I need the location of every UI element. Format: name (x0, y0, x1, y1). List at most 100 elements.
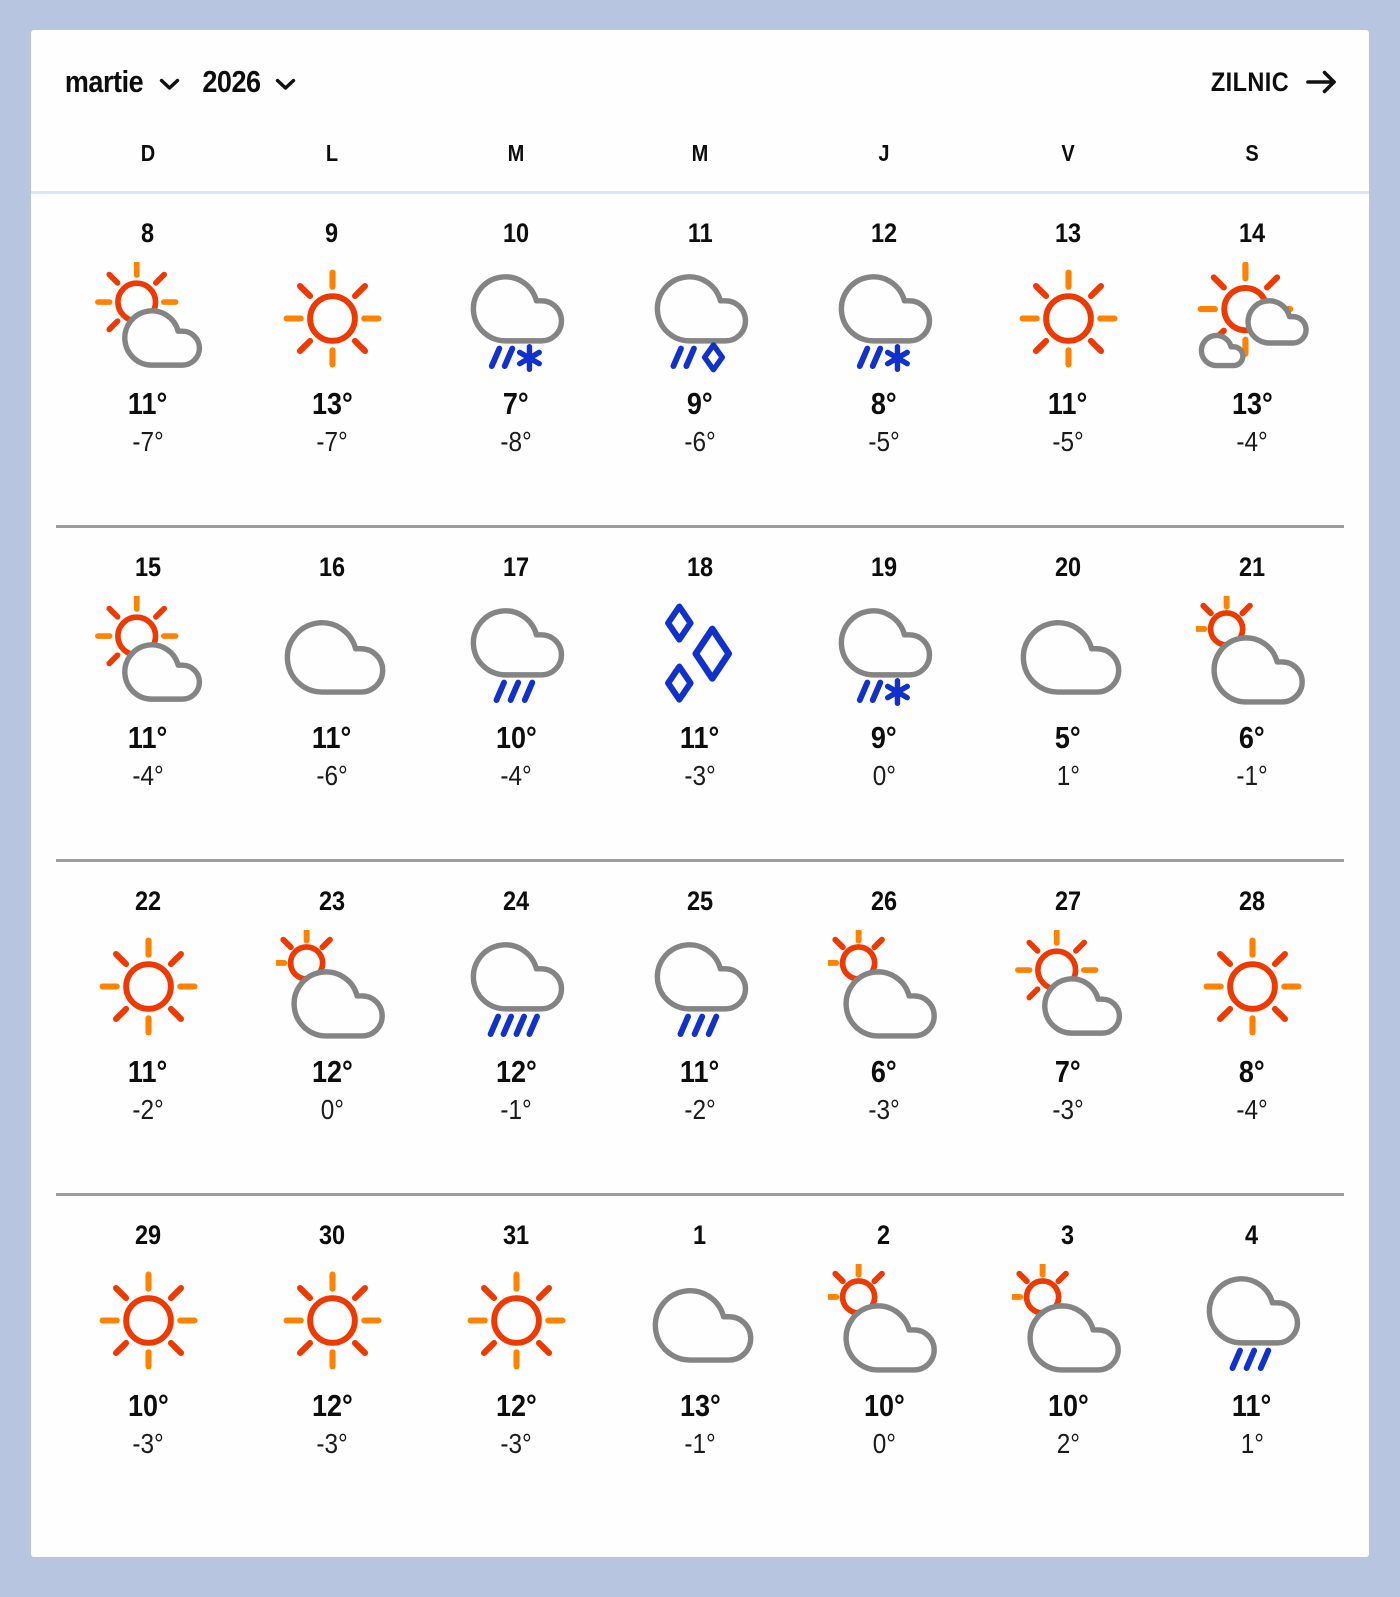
cloud-rain-snow-icon (828, 262, 941, 375)
calendar-day-cell[interactable]: 24 12° -1° (424, 862, 608, 1193)
week-row: 8 11° -7° 9 13° -7° 10 7° -8° 11 9° -6° 12 8° -5° 13 11°… (31, 194, 1369, 525)
day-number: 28 (1238, 886, 1266, 916)
high-temperature: 11° (312, 720, 352, 755)
low-temperature: -1° (500, 1094, 532, 1125)
calendar-day-cell[interactable]: 31 12° -3° (424, 1196, 608, 1527)
low-temperature: 0° (872, 1428, 896, 1459)
calendar-day-cell[interactable]: 2 10° 0° (792, 1196, 976, 1527)
high-temperature: 13° (1231, 386, 1273, 421)
calendar-day-cell[interactable]: 26 6° -3° (792, 862, 976, 1193)
calendar-day-cell[interactable]: 17 10° -4° (424, 528, 608, 859)
calendar-day-cell[interactable]: 19 9° 0° (792, 528, 976, 859)
day-number: 24 (502, 886, 530, 916)
weekday-header-row: D L M M J V S (31, 140, 1369, 194)
mostly-cloudy-icon (827, 1264, 941, 1377)
calendar-day-cell[interactable]: 11 9° -6° (608, 194, 792, 525)
high-temperature: 12° (495, 1054, 537, 1089)
low-temperature: -4° (1236, 1094, 1268, 1125)
calendar-day-cell[interactable]: 20 5° 1° (976, 528, 1160, 859)
arrow-right-icon (1305, 69, 1339, 95)
calendar-day-cell[interactable]: 1 13° -1° (608, 1196, 792, 1527)
high-temperature: 11° (128, 386, 168, 421)
calendar-day-cell[interactable]: 23 12° 0° (240, 862, 424, 1193)
high-temperature: 7° (1055, 1054, 1081, 1089)
week-row: 29 10° -3° 30 12° -3° 31 12° -3° 1 13° -1° 2 10° 0° 3 10… (31, 1196, 1369, 1527)
day-number: 10 (502, 218, 530, 248)
low-temperature: 0° (872, 760, 896, 791)
week-row: 15 11° -4° 16 11° -6° 17 10° -4° 18 11° -3° 19 9° 0° 20… (31, 528, 1369, 859)
low-temperature: 2° (1056, 1428, 1080, 1459)
low-temperature: -5° (1052, 426, 1084, 457)
high-temperature: 12° (311, 1054, 353, 1089)
day-number: 15 (134, 552, 162, 582)
day-number: 27 (1054, 886, 1082, 916)
calendar-day-cell[interactable]: 29 10° -3° (56, 1196, 240, 1527)
high-temperature: 13° (679, 1388, 721, 1423)
mostly-cloudy-icon (1011, 1264, 1125, 1377)
calendar-day-cell[interactable]: 18 11° -3° (608, 528, 792, 859)
high-temperature: 12° (495, 1388, 537, 1423)
low-temperature: -2° (684, 1094, 716, 1125)
sun-icon (1012, 262, 1125, 375)
calendar-day-cell[interactable]: 8 11° -7° (56, 194, 240, 525)
day-number: 2 (877, 1220, 891, 1250)
low-temperature: -8° (500, 426, 532, 457)
sun-icon (92, 1264, 205, 1377)
low-temperature: -7° (316, 426, 348, 457)
day-number: 22 (134, 886, 162, 916)
low-temperature: -3° (684, 760, 716, 791)
calendar-day-cell[interactable]: 22 11° -2° (56, 862, 240, 1193)
weekday-label: J (878, 140, 890, 166)
low-temperature: -1° (1236, 760, 1268, 791)
cloud-rain-icon (460, 596, 573, 709)
calendar-day-cell[interactable]: 30 12° -3° (240, 1196, 424, 1527)
calendar-day-cell[interactable]: 16 11° -6° (240, 528, 424, 859)
day-number: 21 (1238, 552, 1266, 582)
cloud-rain-hail-icon (644, 262, 757, 375)
week-divider (56, 1193, 1344, 1196)
calendar-day-cell[interactable]: 21 6° -1° (1160, 528, 1344, 859)
day-number: 18 (686, 552, 714, 582)
high-temperature: 12° (311, 1388, 353, 1423)
low-temperature: -3° (868, 1094, 900, 1125)
weekday-label: M (507, 140, 525, 166)
day-number: 17 (502, 552, 530, 582)
day-number: 31 (502, 1220, 530, 1250)
calendar-day-cell[interactable]: 12 8° -5° (792, 194, 976, 525)
high-temperature: 5° (1055, 720, 1081, 755)
day-number: 19 (870, 552, 898, 582)
day-number: 20 (1054, 552, 1082, 582)
daily-view-label: ZILNIC (1210, 66, 1290, 97)
low-temperature: -3° (132, 1428, 164, 1459)
calendar-day-cell[interactable]: 25 11° -2° (608, 862, 792, 1193)
calendar-grid: 8 11° -7° 9 13° -7° 10 7° -8° 11 9° -6° 12 8° -5° 13 11°… (31, 194, 1369, 1527)
cloud-rain-snow-icon (828, 596, 941, 709)
cloud-rain-icon (1196, 1264, 1309, 1377)
calendar-day-cell[interactable]: 15 11° -4° (56, 528, 240, 859)
month-label: martie (64, 64, 144, 99)
sun-icon (276, 1264, 389, 1377)
calendar-day-cell[interactable]: 14 13° -4° (1160, 194, 1344, 525)
calendar-day-cell[interactable]: 4 11° 1° (1160, 1196, 1344, 1527)
day-number: 16 (318, 552, 346, 582)
weekday-label: M (691, 140, 709, 166)
calendar-day-cell[interactable]: 28 8° -4° (1160, 862, 1344, 1193)
calendar-day-cell[interactable]: 13 11° -5° (976, 194, 1160, 525)
day-number: 3 (1061, 1220, 1075, 1250)
daily-view-link[interactable]: ZILNIC (1205, 67, 1339, 98)
calendar-day-cell[interactable]: 27 7° -3° (976, 862, 1160, 1193)
sun-icon (276, 262, 389, 375)
low-temperature: 1° (1056, 760, 1080, 791)
day-number: 25 (686, 886, 714, 916)
weekday-label: L (325, 140, 339, 166)
day-number: 29 (134, 1220, 162, 1250)
day-number: 12 (870, 218, 898, 248)
calendar-day-cell[interactable]: 10 7° -8° (424, 194, 608, 525)
calendar-day-cell[interactable]: 3 10° 2° (976, 1196, 1160, 1527)
high-temperature: 11° (680, 720, 720, 755)
calendar-day-cell[interactable]: 9 13° -7° (240, 194, 424, 525)
month-dropdown[interactable]: martie (59, 64, 180, 100)
year-dropdown[interactable]: 2026 (198, 64, 296, 100)
low-temperature: -6° (684, 426, 716, 457)
low-temperature: 1° (1240, 1428, 1264, 1459)
